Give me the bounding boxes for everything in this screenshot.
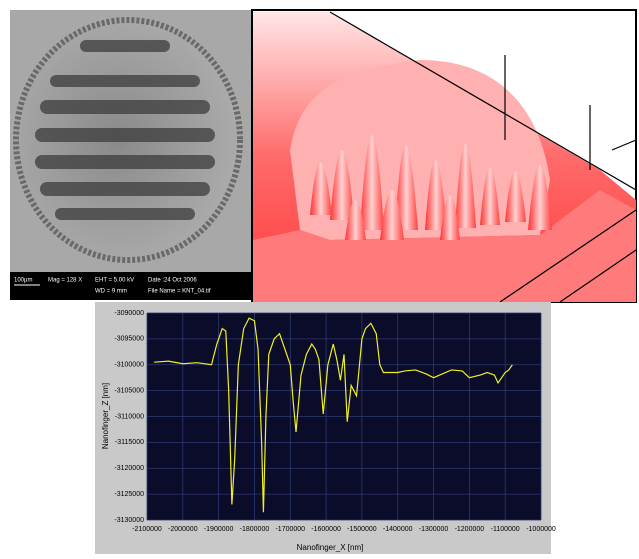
x-tick-label: -1400000 bbox=[383, 526, 413, 533]
x-tick-label: -1200000 bbox=[455, 526, 485, 533]
y-tick-label: -3130000 bbox=[114, 517, 144, 524]
x-tick-label: -1800000 bbox=[240, 526, 270, 533]
scale-bar: 100µm bbox=[14, 278, 32, 284]
x-tick-label: -1300000 bbox=[419, 526, 449, 533]
y-tick-label: -3105000 bbox=[114, 387, 144, 394]
sem-info: WD = 9 mm bbox=[95, 289, 127, 295]
x-axis-label: Nanofinger_X [nm] bbox=[297, 543, 364, 552]
y-tick-label: -3095000 bbox=[114, 336, 144, 343]
y-tick-label: -3100000 bbox=[114, 362, 144, 369]
sem-info: Date :24 Oct 2006 bbox=[148, 278, 197, 284]
y-tick-label: -3125000 bbox=[114, 491, 144, 498]
y-tick-label: -3120000 bbox=[114, 465, 144, 472]
sem-info: EHT = 5.00 kV bbox=[95, 278, 134, 284]
sem-info: File Name = KNT_04.tif bbox=[148, 289, 211, 295]
x-tick-label: -2100000 bbox=[132, 526, 162, 533]
x-tick-label: -1100000 bbox=[491, 526, 520, 533]
x-tick-label: -1700000 bbox=[275, 526, 305, 533]
surface-plot bbox=[252, 10, 636, 302]
x-tick-label: -1600000 bbox=[311, 526, 341, 533]
x-tick-label: -1900000 bbox=[204, 526, 234, 533]
figure: 100µm Mag = 128 X EHT = 5.00 kV WD = 9 m… bbox=[0, 0, 639, 554]
y-axis-label: Nanofinger_Z [nm] bbox=[101, 383, 110, 449]
y-tick-label: -3110000 bbox=[115, 413, 144, 420]
page: {"sem_image": {"scale_bar": "100µm", "in… bbox=[0, 0, 639, 554]
y-tick-label: -3115000 bbox=[115, 439, 144, 446]
y-tick-label: -3090000 bbox=[114, 310, 144, 317]
x-tick-label: -1500000 bbox=[347, 526, 377, 533]
sem-image bbox=[10, 10, 252, 300]
sem-info: Mag = 128 X bbox=[48, 278, 82, 284]
x-tick-label: -2000000 bbox=[168, 526, 198, 533]
x-tick-label: -1000000 bbox=[526, 526, 556, 533]
